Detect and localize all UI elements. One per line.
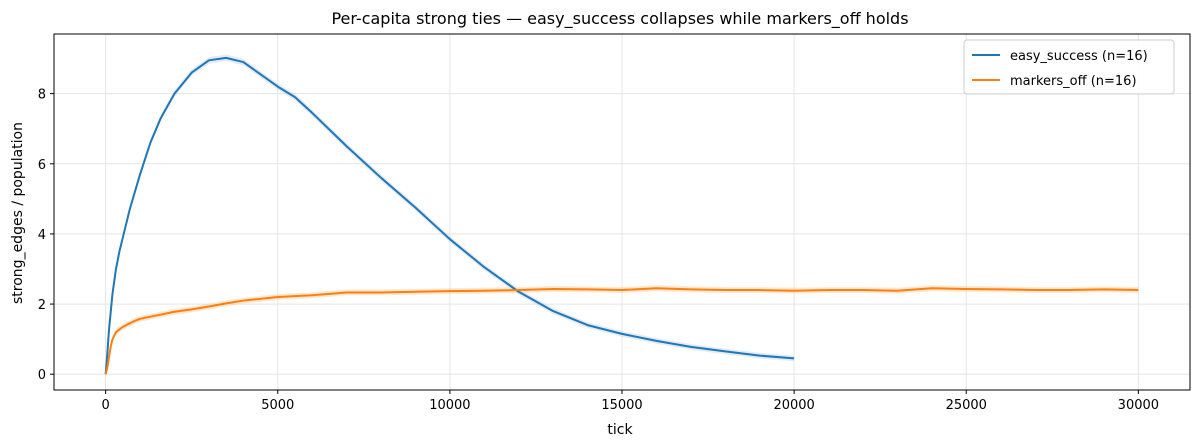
legend: easy_success (n=16) markers_off (n=16) — [963, 39, 1175, 95]
legend-label-markers-off: markers_off (n=16) — [1010, 74, 1137, 89]
chart-title: Per-capita strong ties — easy_success co… — [331, 9, 908, 29]
x-tick-label: 15000 — [601, 398, 642, 413]
x-tick-label: 10000 — [429, 398, 470, 413]
series-lines — [104, 56, 1139, 375]
y-tick-label: 0 — [38, 368, 46, 383]
y-tick-label: 6 — [38, 158, 46, 173]
y-tick-label: 2 — [38, 298, 46, 313]
x-tick-label: 25000 — [946, 398, 987, 413]
x-tick-label: 30000 — [1118, 398, 1159, 413]
y-axis-label: strong_edges / population — [10, 122, 26, 304]
series-line-1 — [104, 287, 1139, 375]
x-axis-label: tick — [607, 422, 633, 438]
legend-label-easy-success: easy_success (n=16) — [1010, 49, 1148, 64]
x-tick-label: 5000 — [261, 398, 294, 413]
x-tick-label: 0 — [101, 398, 109, 413]
legend-box — [963, 39, 1175, 95]
x-tick-label: 20000 — [773, 398, 814, 413]
y-tick-label: 8 — [38, 88, 46, 103]
y-tick-label: 4 — [38, 228, 46, 243]
axis-ticks: 0 5000 10000 15000 20000 25000 30000 0 2 4 6 8 — [38, 88, 1159, 413]
series-line-0 — [104, 56, 795, 375]
